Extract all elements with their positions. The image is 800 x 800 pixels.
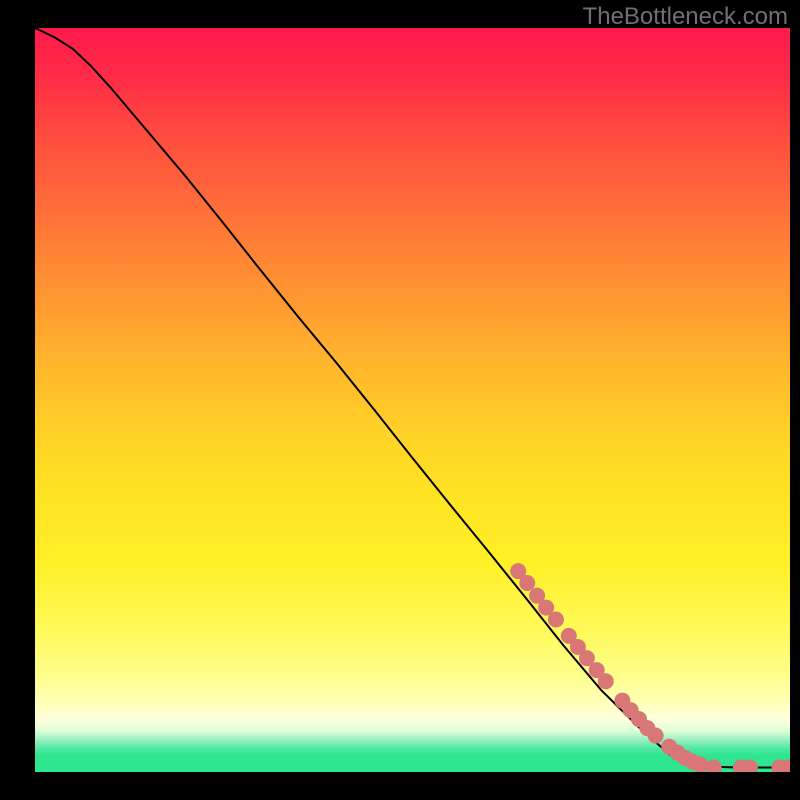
data-marker xyxy=(519,575,535,591)
chart-svg xyxy=(35,28,790,772)
data-marker xyxy=(598,673,614,689)
data-marker xyxy=(648,728,664,744)
gradient-background xyxy=(35,28,790,772)
data-marker xyxy=(548,611,564,627)
data-marker xyxy=(692,757,708,772)
watermark-text: TheBottleneck.com xyxy=(583,3,788,31)
chart-plot-area xyxy=(35,28,790,772)
